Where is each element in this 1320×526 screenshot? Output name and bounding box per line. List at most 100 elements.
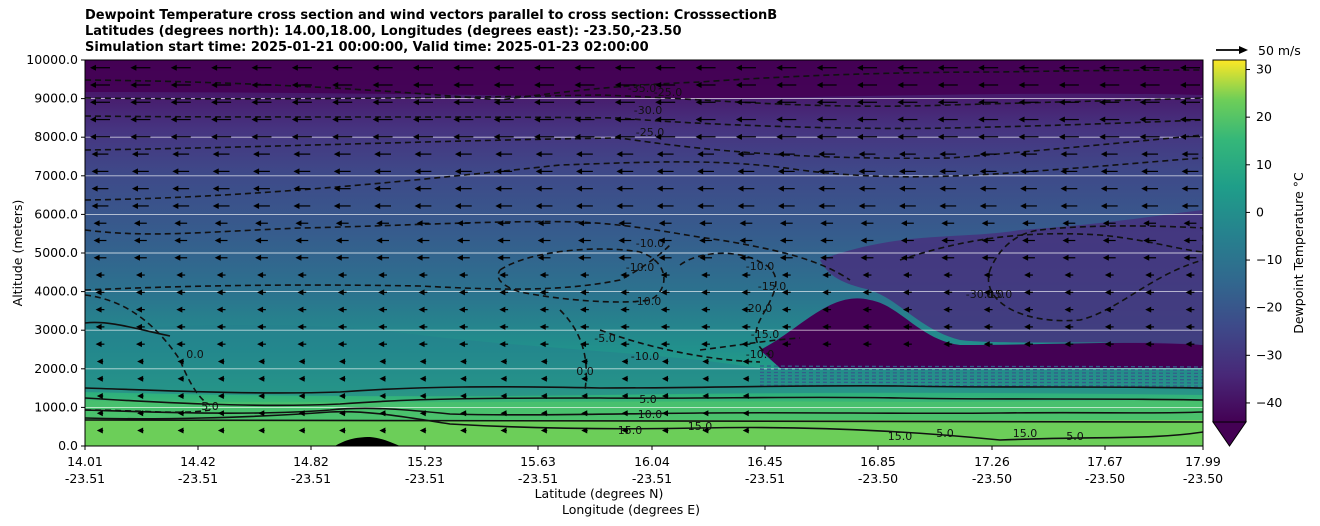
wind-vector-head [332, 133, 339, 140]
wind-vector-head [95, 272, 102, 279]
wind-vector-head [1100, 185, 1107, 192]
wind-vector-head [1018, 99, 1025, 106]
wind-vector-head [897, 133, 904, 140]
wind-vector-head [1145, 341, 1152, 348]
wind-vector-head [1020, 185, 1027, 192]
wind-vector-head [1024, 272, 1031, 279]
wind-vector-head [897, 116, 904, 123]
wind-vector-head [580, 306, 587, 313]
wind-vector-head [372, 81, 379, 88]
wind-vector [621, 375, 629, 382]
wind-vector-head [137, 427, 144, 434]
solid-contour [85, 321, 171, 337]
wind-vector [901, 220, 914, 227]
wind-vector-head [701, 306, 708, 313]
wind-vector-head [655, 99, 662, 106]
wind-vector-head [1183, 237, 1190, 244]
wind-vector [177, 410, 184, 417]
wind-vector [661, 427, 669, 434]
wind-vector [983, 306, 993, 313]
wind-vector [295, 254, 309, 261]
wind-vector-head [337, 306, 344, 313]
wind-vector-head [412, 133, 419, 140]
wind-vector-head [860, 237, 867, 244]
wind-vector-head [539, 289, 546, 296]
wind-vector-head [820, 254, 827, 261]
wind-vector [1020, 151, 1037, 158]
wind-vector [574, 133, 595, 140]
wind-vector [901, 254, 914, 261]
wind-vector-head [539, 306, 546, 313]
wind-vector-head [376, 237, 383, 244]
wind-vector-head [621, 410, 628, 417]
wind-vector-head [1185, 341, 1192, 348]
wind-vector [211, 81, 232, 88]
wind-vector-head [1139, 99, 1146, 106]
wind-vector-head [1022, 220, 1029, 227]
wind-vector [372, 64, 393, 71]
wind-vector [578, 220, 591, 227]
wind-vector [500, 427, 507, 434]
wind-vector [96, 410, 104, 417]
x-tick-label-lon: -23.50 [1085, 471, 1125, 486]
dashed-contour [699, 337, 801, 351]
wind-vector-head [1060, 202, 1067, 209]
wind-vector-head [293, 151, 300, 158]
wind-vector [293, 151, 311, 158]
wind-vector-head [620, 323, 627, 330]
wind-vector-head [781, 323, 788, 330]
wind-vector-head [695, 133, 702, 140]
wind-vector [374, 168, 391, 175]
wind-vector-head [412, 81, 419, 88]
wind-vector-head [170, 64, 177, 71]
wind-vector [96, 393, 104, 400]
wind-vector-head [540, 393, 547, 400]
wind-vector [655, 81, 676, 88]
wind-vector-head [212, 202, 219, 209]
wind-vector-head [1018, 116, 1025, 123]
wind-vector-head [253, 185, 260, 192]
x-tick-label-lat: 16.85 [860, 454, 896, 469]
wind-vector [899, 151, 916, 158]
wind-vector-head [90, 81, 96, 88]
wind-vector-head [96, 410, 103, 417]
wind-vector [614, 116, 635, 123]
x-tick-label-lon: -23.51 [291, 471, 331, 486]
wind-vector [981, 254, 995, 261]
wind-vector-head [574, 64, 581, 71]
wind-vector-head [939, 202, 946, 209]
wind-vector-head [737, 185, 744, 192]
wind-vector [1024, 341, 1033, 348]
wind-vector-head [741, 341, 748, 348]
wind-vector [418, 306, 428, 313]
wind-vector-head [1099, 64, 1106, 71]
contour-label: 5.0 [201, 400, 219, 413]
wind-vector [137, 410, 144, 417]
wind-vector [414, 185, 432, 192]
wind-vector-head [414, 168, 421, 175]
wind-vector-head [453, 133, 460, 140]
wind-vector-head [858, 185, 865, 192]
wind-vector [217, 358, 225, 365]
wind-vector-head [133, 254, 140, 261]
wind-vector [418, 289, 428, 296]
wind-vector-head [816, 133, 823, 140]
wind-vector [412, 116, 433, 123]
wind-vector-head [291, 99, 298, 106]
wind-vector [620, 341, 630, 348]
wind-vector-head [858, 151, 865, 158]
wind-vector-head [297, 306, 304, 313]
wind-vector-head [937, 133, 944, 140]
wind-vector [1180, 81, 1200, 88]
wind-vector-head [497, 254, 504, 261]
wind-vector-head [333, 151, 340, 158]
wind-vector [857, 116, 878, 123]
contour-label: 5.0 [936, 427, 954, 440]
wind-vector-head [574, 133, 581, 140]
wind-vector [862, 272, 872, 279]
wind-vector [576, 202, 593, 209]
wind-vector-head [1064, 341, 1071, 348]
wind-vector [742, 410, 750, 417]
wind-vector-head [699, 220, 706, 227]
wind-vector-head [1020, 168, 1027, 175]
